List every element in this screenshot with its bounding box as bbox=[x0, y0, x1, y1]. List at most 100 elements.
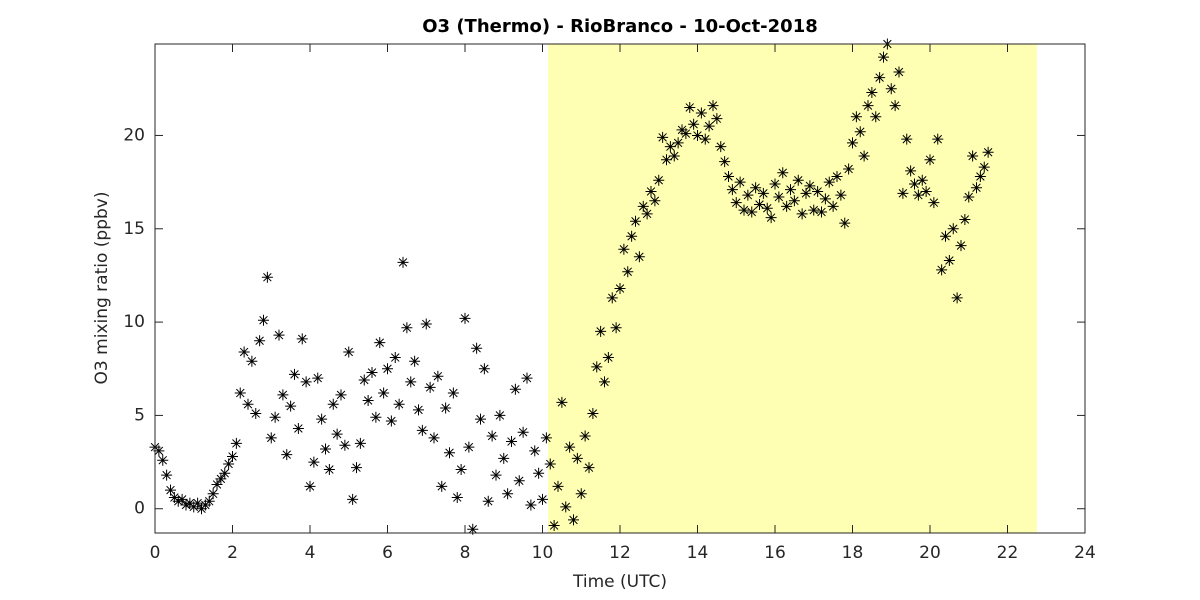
data-point bbox=[436, 480, 448, 492]
data-point bbox=[494, 409, 506, 421]
data-point bbox=[320, 443, 331, 455]
data-point bbox=[413, 404, 424, 416]
data-point bbox=[389, 352, 401, 364]
data-point bbox=[242, 398, 254, 410]
data-point bbox=[955, 240, 967, 252]
x-tick-label: 2 bbox=[227, 543, 238, 563]
data-point bbox=[827, 200, 839, 212]
data-point bbox=[463, 441, 475, 453]
data-point bbox=[812, 185, 824, 197]
data-point bbox=[533, 467, 545, 479]
data-point bbox=[277, 389, 289, 401]
data-point bbox=[819, 193, 831, 205]
data-point bbox=[223, 458, 235, 470]
data-point bbox=[816, 206, 827, 218]
data-point bbox=[568, 514, 579, 526]
data-point bbox=[657, 131, 669, 143]
data-point bbox=[424, 381, 436, 393]
data-point bbox=[637, 200, 649, 212]
data-point bbox=[959, 213, 971, 225]
data-point bbox=[316, 413, 328, 425]
data-point bbox=[432, 370, 444, 382]
data-point bbox=[792, 174, 804, 186]
data-point bbox=[808, 204, 820, 216]
data-point bbox=[940, 230, 951, 242]
x-tick-label: 18 bbox=[842, 543, 864, 563]
data-point bbox=[343, 346, 355, 358]
data-point bbox=[947, 223, 959, 235]
data-point bbox=[215, 473, 227, 485]
data-point bbox=[936, 264, 948, 276]
data-point bbox=[471, 342, 483, 354]
data-point bbox=[893, 66, 905, 78]
data-point bbox=[750, 182, 762, 194]
data-point bbox=[238, 346, 250, 358]
data-point bbox=[723, 171, 734, 183]
x-tick-label: 0 bbox=[150, 543, 161, 563]
data-point bbox=[230, 437, 242, 449]
data-point bbox=[726, 184, 738, 196]
data-point bbox=[653, 174, 665, 186]
data-point bbox=[308, 456, 320, 468]
data-point bbox=[378, 387, 390, 399]
data-point bbox=[951, 292, 963, 304]
data-point bbox=[924, 154, 936, 166]
plot-frame bbox=[154, 43, 1086, 534]
data-point bbox=[351, 462, 362, 474]
data-point bbox=[331, 428, 343, 440]
data-point bbox=[219, 467, 231, 479]
data-point bbox=[405, 376, 417, 388]
chart-title: O3 (Thermo) - RioBranco - 10-Oct-2018 bbox=[422, 16, 818, 37]
data-point bbox=[928, 197, 940, 209]
data-point bbox=[897, 187, 909, 199]
x-tick-label: 4 bbox=[305, 543, 316, 563]
data-point bbox=[800, 187, 812, 199]
data-point bbox=[525, 499, 537, 511]
data-point bbox=[564, 441, 576, 453]
data-point bbox=[513, 475, 525, 487]
data-point bbox=[339, 439, 351, 451]
data-point bbox=[866, 87, 878, 99]
x-tick-label: 16 bbox=[764, 543, 786, 563]
data-point bbox=[571, 452, 583, 464]
data-point bbox=[850, 111, 862, 123]
x-tick-label: 6 bbox=[382, 543, 393, 563]
data-point bbox=[610, 322, 622, 334]
data-point bbox=[804, 180, 816, 192]
data-point bbox=[599, 376, 610, 388]
data-point bbox=[506, 436, 517, 448]
data-point bbox=[416, 424, 428, 436]
data-point bbox=[699, 133, 711, 145]
data-point bbox=[874, 72, 886, 84]
data-point bbox=[172, 495, 184, 507]
y-axis-label: O3 mixing ratio (ppbv) bbox=[92, 192, 112, 385]
data-point bbox=[695, 107, 707, 119]
data-point bbox=[668, 150, 680, 162]
x-tick-label: 20 bbox=[919, 543, 941, 563]
data-point bbox=[591, 361, 603, 373]
data-point bbox=[932, 133, 944, 145]
data-point bbox=[482, 495, 494, 507]
data-point bbox=[614, 283, 626, 294]
data-point bbox=[672, 137, 684, 149]
data-point bbox=[517, 426, 529, 438]
data-point bbox=[211, 478, 223, 490]
data-point bbox=[916, 174, 928, 186]
data-point bbox=[688, 118, 700, 130]
data-point bbox=[982, 146, 994, 158]
data-point bbox=[909, 178, 920, 190]
data-point bbox=[974, 171, 986, 183]
data-point bbox=[703, 120, 715, 132]
data-point bbox=[227, 450, 238, 462]
data-point bbox=[374, 337, 386, 349]
data-point bbox=[440, 402, 452, 414]
data-point bbox=[393, 398, 405, 410]
data-point bbox=[583, 462, 595, 474]
data-point bbox=[335, 389, 347, 401]
data-point bbox=[486, 430, 498, 442]
data-point bbox=[409, 355, 421, 367]
data-point bbox=[835, 189, 847, 201]
data-point bbox=[858, 150, 870, 162]
data-point bbox=[207, 488, 219, 500]
data-point bbox=[366, 366, 378, 378]
